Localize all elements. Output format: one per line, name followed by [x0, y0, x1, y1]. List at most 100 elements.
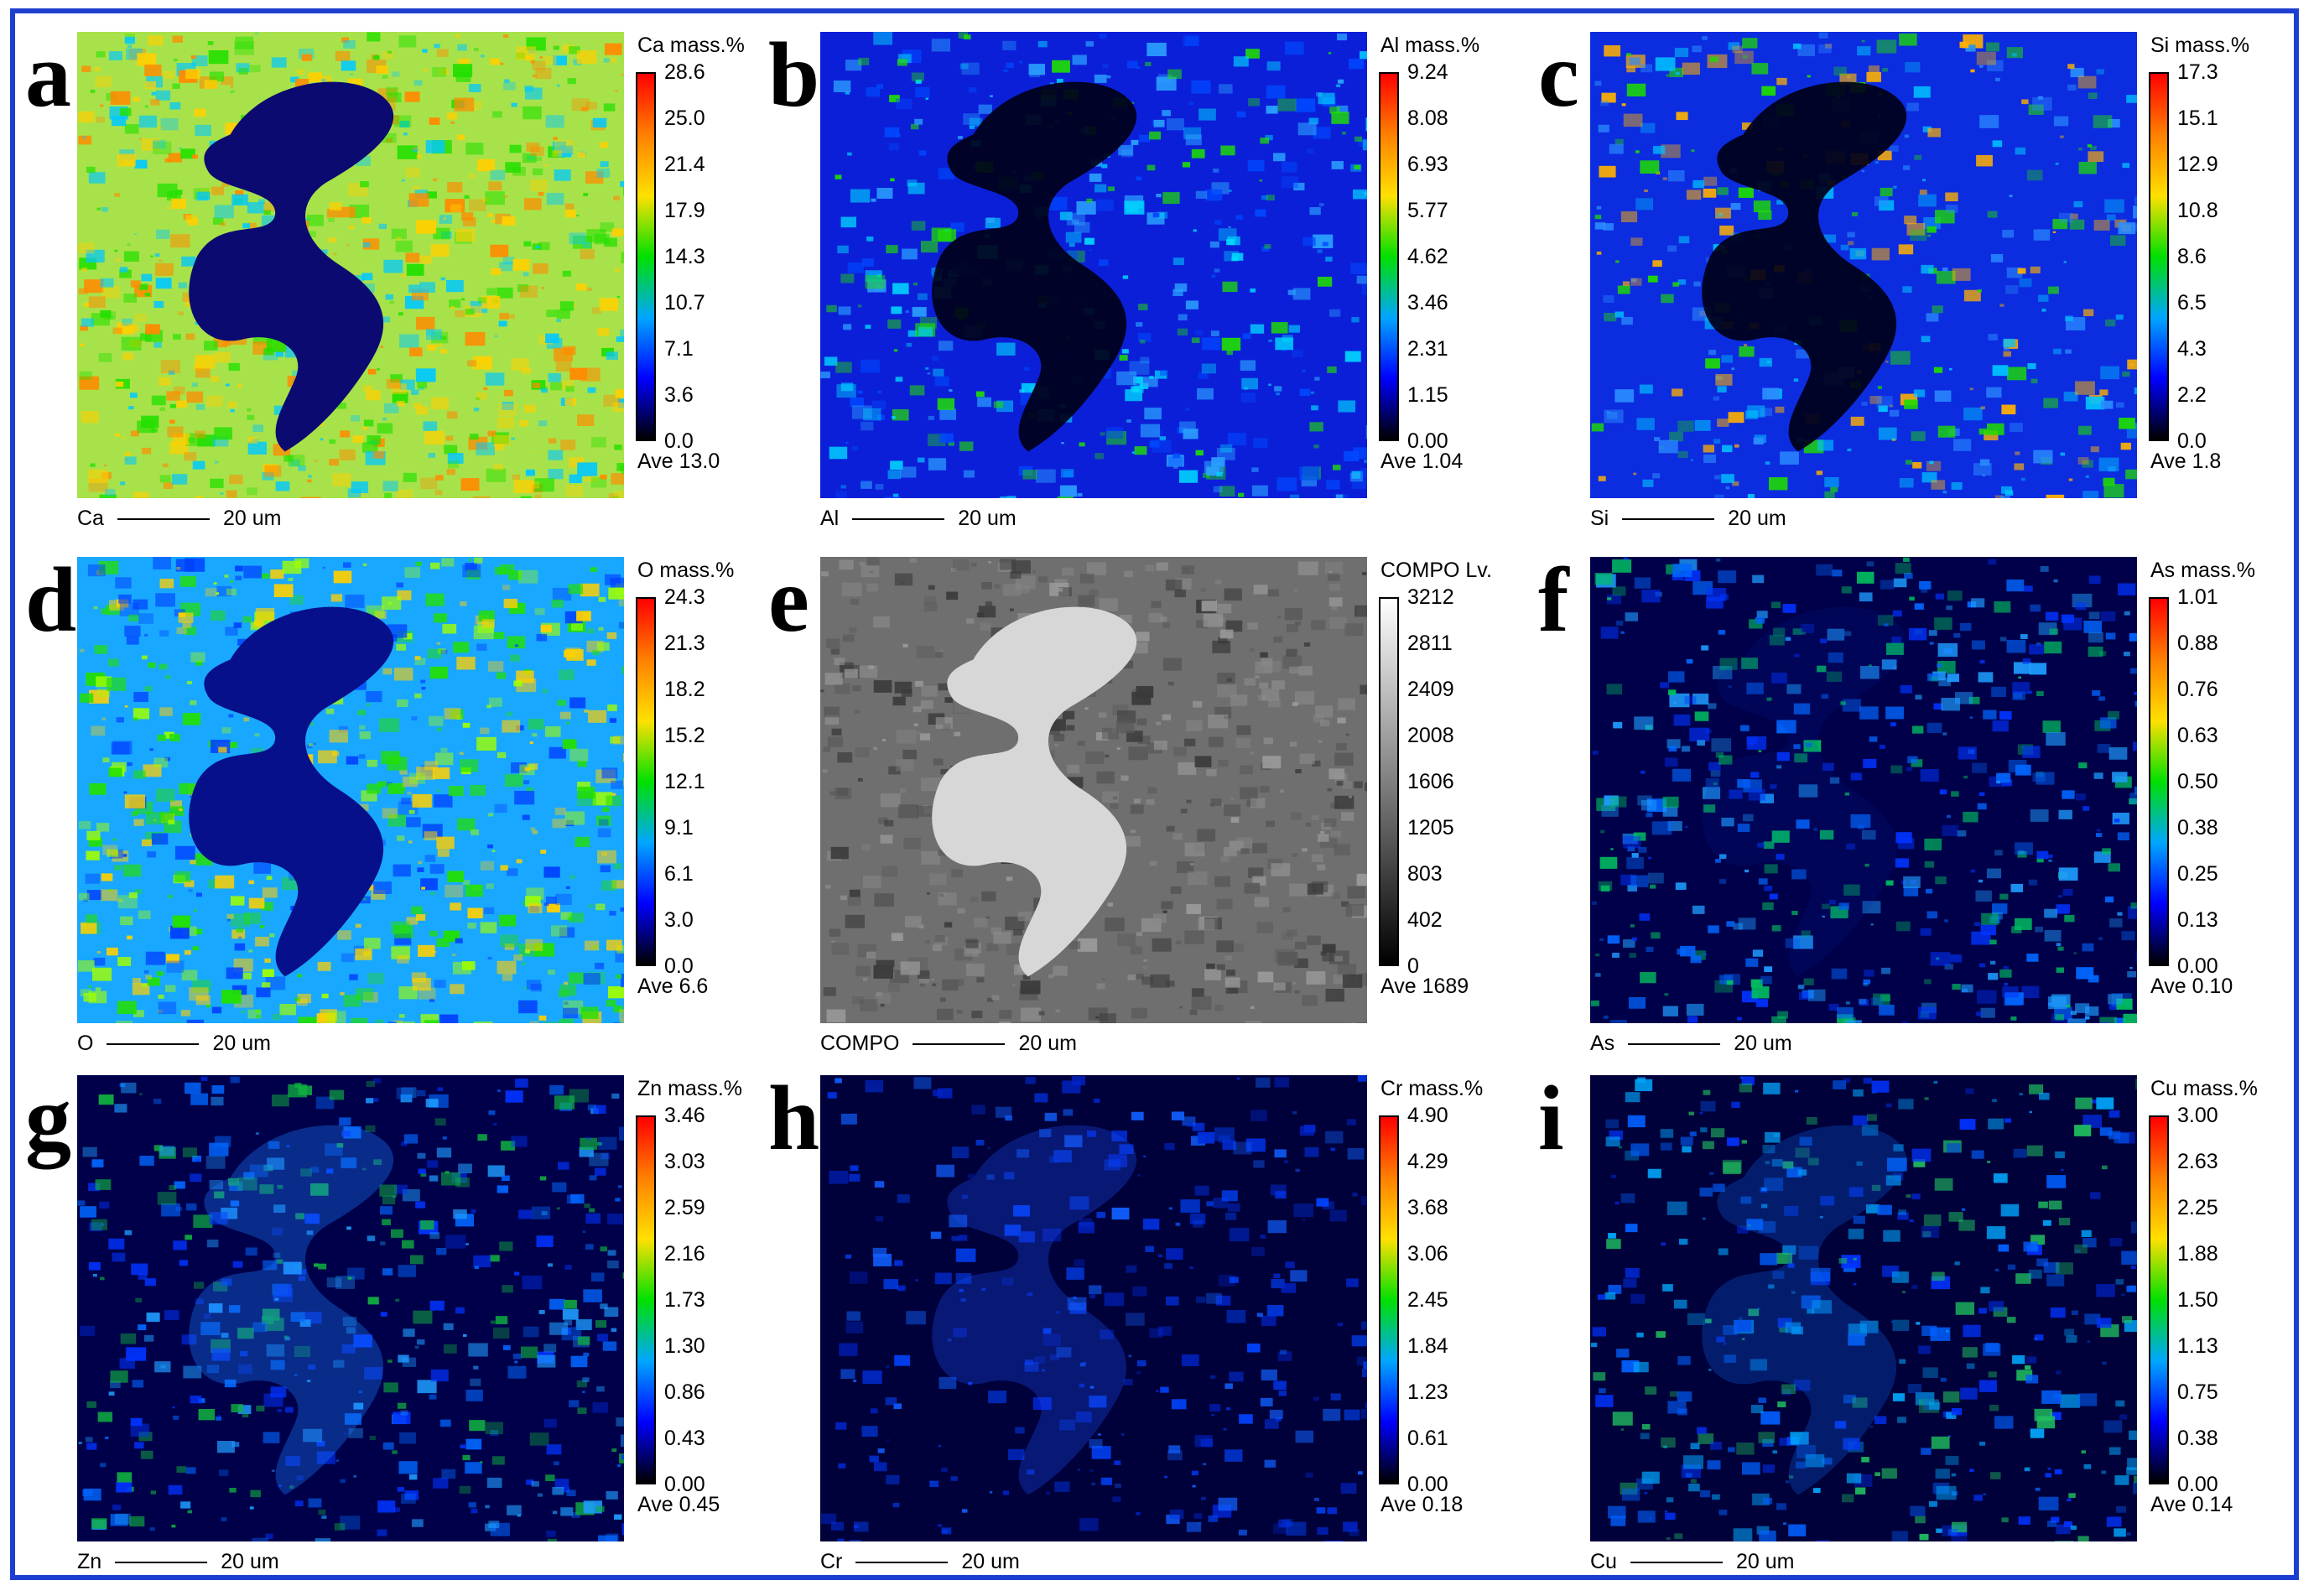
colorbar-tick: 0.00 [1407, 1473, 1448, 1496]
colorbar-tick: 6.93 [1407, 153, 1448, 176]
colorbar-tick: 2.31 [1407, 337, 1448, 361]
map-texture [77, 1076, 624, 1541]
si-mass-map [1590, 32, 2137, 498]
scale-line [913, 1042, 1006, 1045]
colorbar-average: Ave 1.04 [1380, 450, 1464, 473]
scale-line [852, 517, 945, 520]
panel-letter: b [768, 23, 820, 126]
scale-length: 20 um [961, 1550, 1020, 1573]
figure-frame [10, 8, 2299, 1580]
colorbar-tick: 9.24 [1407, 60, 1448, 84]
colorbar-tick: 0.00 [2177, 954, 2218, 978]
scale-element-label: COMPO [820, 1032, 900, 1055]
colorbar-title: Zn mass.% [637, 1077, 743, 1100]
colorbar-title: As mass.% [2150, 559, 2256, 582]
colorbar-title: Cr mass.% [1380, 1077, 1484, 1100]
colorbar-tick: 1.84 [1407, 1334, 1448, 1358]
inclusion-region [1702, 606, 1907, 977]
scale-length: 20 um [221, 1550, 279, 1573]
scale-line [115, 1561, 208, 1563]
colorbar [2149, 1115, 2169, 1484]
scale-element-label: O [77, 1032, 94, 1055]
scale-element-label: Zn [77, 1550, 102, 1573]
panel-letter: a [25, 23, 71, 126]
al-mass-map-svg [820, 32, 1367, 498]
colorbar [1379, 597, 1399, 966]
inclusion-region [1702, 81, 1907, 452]
scale-line [1628, 1042, 1721, 1045]
colorbar-tick: 4.62 [1407, 245, 1448, 268]
colorbar-tick: 2811 [1407, 632, 1453, 655]
zn-mass-map [77, 1075, 624, 1541]
scale-element-label: Si [1590, 507, 1609, 530]
colorbar-tick: 803 [1407, 862, 1443, 886]
inclusion-region [1702, 1125, 1907, 1495]
colorbar-tick: 3.06 [1407, 1242, 1448, 1266]
colorbar [636, 72, 656, 441]
scale-line [107, 1042, 200, 1045]
scale-length: 20 um [222, 507, 282, 530]
colorbar-tick: 8.6 [2177, 245, 2207, 268]
colorbar-average: Ave 0.10 [2150, 975, 2233, 998]
al-mass-map [820, 32, 1367, 498]
colorbar-tick: 1.30 [664, 1334, 705, 1358]
colorbar-tick: 8.08 [1407, 107, 1448, 130]
colorbar-tick: 1.88 [2177, 1242, 2218, 1266]
scale-bar: Cr 20 um [820, 1550, 1020, 1574]
colorbar-tick: 0.25 [2177, 862, 2218, 886]
scale-bar: Al 20 um [820, 507, 1017, 531]
colorbar-tick: 0.38 [2177, 1427, 2218, 1450]
colorbar-tick: 0.00 [2177, 1473, 2218, 1496]
inclusion-region [932, 81, 1137, 452]
zn-mass-map-svg [77, 1075, 624, 1541]
colorbar-tick: 0.0 [664, 429, 694, 453]
colorbar-tick: 1.15 [1407, 383, 1448, 407]
colorbar-tick: 9.1 [664, 816, 694, 840]
colorbar-tick: 18.2 [664, 678, 705, 701]
colorbar-tick: 0.61 [1407, 1427, 1448, 1450]
scale-line [855, 1561, 949, 1563]
colorbar-tick: 0.00 [664, 1473, 705, 1496]
cr-mass-map-svg [820, 1075, 1367, 1541]
colorbar-tick: 0.76 [2177, 678, 2218, 701]
scale-length: 20 um [212, 1032, 271, 1055]
panel-letter: d [25, 548, 77, 651]
scale-bar: O 20 um [77, 1032, 271, 1056]
scale-element-label: Cr [820, 1550, 843, 1573]
colorbar-tick: 0.38 [2177, 816, 2218, 840]
colorbar-tick: 24.3 [664, 585, 705, 609]
ca-mass-map-svg [77, 32, 624, 498]
panel-letter: h [768, 1067, 820, 1169]
colorbar-average: Ave 6.6 [637, 975, 709, 998]
scale-length: 20 um [1735, 1550, 1795, 1573]
scale-line [1622, 517, 1715, 520]
colorbar-tick: 2.2 [2177, 383, 2207, 407]
colorbar-tick: 7.1 [664, 337, 694, 361]
panel-letter: i [1538, 1067, 1564, 1169]
scale-element-label: Ca [77, 507, 104, 530]
colorbar-title: Ca mass.% [637, 34, 745, 57]
scale-element-label: Al [820, 507, 840, 530]
colorbar-average: Ave 1.8 [2150, 450, 2222, 473]
colorbar-tick: 0.0 [2177, 429, 2207, 453]
scale-line [1630, 1561, 1723, 1563]
colorbar-tick: 10.7 [664, 291, 705, 315]
panel-letter: f [1538, 548, 1569, 651]
scale-bar: COMPO 20 um [820, 1032, 1077, 1056]
colorbar [1379, 72, 1399, 441]
colorbar-tick: 1.50 [2177, 1288, 2218, 1312]
colorbar-tick: 10.8 [2177, 199, 2218, 222]
o-mass-map [77, 557, 624, 1023]
colorbar-tick: 1.13 [2177, 1334, 2218, 1358]
colorbar-tick: 3.6 [664, 383, 694, 407]
cr-mass-map [820, 1075, 1367, 1541]
colorbar-tick: 1.01 [2177, 585, 2218, 609]
map-texture [820, 1075, 1367, 1541]
colorbar-average: Ave 1689 [1380, 975, 1469, 998]
colorbar-tick: 15.2 [664, 724, 705, 747]
colorbar-title: O mass.% [637, 559, 735, 582]
colorbar-title: Al mass.% [1380, 34, 1480, 57]
as-mass-map-svg [1590, 557, 2137, 1023]
inclusion-region [932, 606, 1137, 977]
map-texture [1590, 1076, 2137, 1541]
